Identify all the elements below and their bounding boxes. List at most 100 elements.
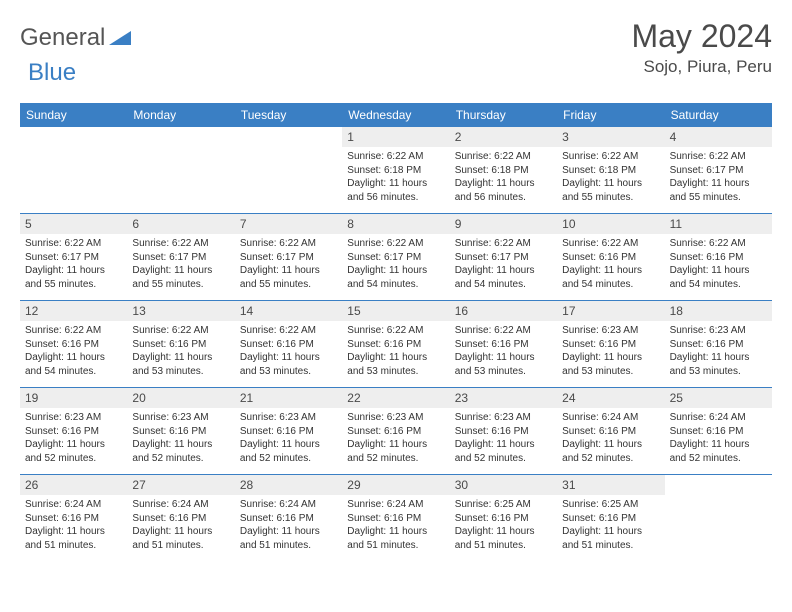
- day-details: Sunrise: 6:23 AMSunset: 6:16 PMDaylight:…: [132, 411, 229, 465]
- day-details: Sunrise: 6:22 AMSunset: 6:17 PMDaylight:…: [670, 150, 767, 204]
- day-details: Sunrise: 6:22 AMSunset: 6:17 PMDaylight:…: [455, 237, 552, 291]
- calendar-cell: 27 Sunrise: 6:24 AMSunset: 6:16 PMDayligh…: [127, 475, 234, 561]
- sunset-text: Sunset: 6:16 PM: [347, 512, 444, 526]
- daylight-text: Daylight: 11 hours and 52 minutes.: [132, 438, 229, 465]
- sunrise-text: Sunrise: 6:24 AM: [347, 498, 444, 512]
- sunrise-text: Sunrise: 6:22 AM: [562, 237, 659, 251]
- day-number: 27: [127, 475, 234, 495]
- daylight-text: Daylight: 11 hours and 52 minutes.: [562, 438, 659, 465]
- day-number: 3: [557, 127, 664, 147]
- day-details: Sunrise: 6:25 AMSunset: 6:16 PMDaylight:…: [455, 498, 552, 552]
- daylight-text: Daylight: 11 hours and 53 minutes.: [455, 351, 552, 378]
- day-details: Sunrise: 6:22 AMSunset: 6:16 PMDaylight:…: [25, 324, 122, 378]
- sunrise-text: Sunrise: 6:24 AM: [562, 411, 659, 425]
- sunrise-text: Sunrise: 6:25 AM: [562, 498, 659, 512]
- calendar-cell: 14 Sunrise: 6:22 AMSunset: 6:16 PMDayligh…: [235, 301, 342, 387]
- daylight-text: Daylight: 11 hours and 54 minutes.: [25, 351, 122, 378]
- daylight-text: Daylight: 11 hours and 51 minutes.: [240, 525, 337, 552]
- sunset-text: Sunset: 6:16 PM: [670, 338, 767, 352]
- calendar-week: 19Sunrise: 6:23 AMSunset: 6:16 PMDayligh…: [20, 388, 772, 475]
- day-number: 12: [20, 301, 127, 321]
- dow-wednesday: Wednesday: [342, 103, 449, 127]
- day-number: 26: [20, 475, 127, 495]
- day-details: Sunrise: 6:22 AMSunset: 6:17 PMDaylight:…: [132, 237, 229, 291]
- calendar-cell: 21Sunrise: 6:23 AMSunset: 6:16 PMDayligh…: [235, 388, 342, 474]
- calendar-cell: 10Sunrise: 6:22 AMSunset: 6:16 PMDayligh…: [557, 214, 664, 300]
- sunset-text: Sunset: 6:16 PM: [562, 425, 659, 439]
- sunrise-text: Sunrise: 6:24 AM: [670, 411, 767, 425]
- daylight-text: Daylight: 11 hours and 54 minutes.: [670, 264, 767, 291]
- calendar-body: 1Sunrise: 6:22 AMSunset: 6:18 PMDaylight…: [20, 127, 772, 561]
- day-details: Sunrise: 6:24 AMSunset: 6:16 PMDaylight:…: [132, 498, 229, 552]
- sunrise-text: Sunrise: 6:22 AM: [240, 324, 337, 338]
- calendar-cell: 6Sunrise: 6:22 AMSunset: 6:17 PMDaylight…: [127, 214, 234, 300]
- calendar-cell: 1Sunrise: 6:22 AMSunset: 6:18 PMDaylight…: [342, 127, 449, 213]
- day-number: 25: [665, 388, 772, 408]
- daylight-text: Daylight: 11 hours and 51 minutes.: [132, 525, 229, 552]
- sunset-text: Sunset: 6:16 PM: [25, 338, 122, 352]
- day-of-week-row: Sunday Monday Tuesday Wednesday Thursday…: [20, 103, 772, 127]
- sunrise-text: Sunrise: 6:23 AM: [670, 324, 767, 338]
- calendar-cell: 13Sunrise: 6:22 AMSunset: 6:16 PMDayligh…: [127, 301, 234, 387]
- sunrise-text: Sunrise: 6:23 AM: [132, 411, 229, 425]
- logo-triangle-icon: [109, 29, 131, 47]
- day-number: 17: [557, 301, 664, 321]
- day-details: Sunrise: 6:22 AMSunset: 6:16 PMDaylight:…: [240, 324, 337, 378]
- sunrise-text: Sunrise: 6:22 AM: [670, 237, 767, 251]
- sunset-text: Sunset: 6:18 PM: [455, 164, 552, 178]
- daylight-text: Daylight: 11 hours and 55 minutes.: [25, 264, 122, 291]
- day-details: Sunrise: 6:22 AMSunset: 6:16 PMDaylight:…: [455, 324, 552, 378]
- sunset-text: Sunset: 6:16 PM: [347, 425, 444, 439]
- day-details: Sunrise: 6:24 AMSunset: 6:16 PMDaylight:…: [240, 498, 337, 552]
- sunrise-text: Sunrise: 6:23 AM: [25, 411, 122, 425]
- day-details: Sunrise: 6:22 AMSunset: 6:18 PMDaylight:…: [562, 150, 659, 204]
- day-details: Sunrise: 6:22 AMSunset: 6:16 PMDaylight:…: [562, 237, 659, 291]
- day-details: Sunrise: 6:23 AMSunset: 6:16 PMDaylight:…: [562, 324, 659, 378]
- day-number: 28: [235, 475, 342, 495]
- dow-sunday: Sunday: [20, 103, 127, 127]
- sunset-text: Sunset: 6:16 PM: [562, 338, 659, 352]
- calendar-cell: 24Sunrise: 6:24 AMSunset: 6:16 PMDayligh…: [557, 388, 664, 474]
- sunrise-text: Sunrise: 6:25 AM: [455, 498, 552, 512]
- day-number: 5: [20, 214, 127, 234]
- day-number: 21: [235, 388, 342, 408]
- day-details: Sunrise: 6:24 AMSunset: 6:16 PMDaylight:…: [347, 498, 444, 552]
- sunset-text: Sunset: 6:16 PM: [25, 512, 122, 526]
- calendar-cell: 20 Sunrise: 6:23 AMSunset: 6:16 PMDayligh…: [127, 388, 234, 474]
- day-number: 16: [450, 301, 557, 321]
- daylight-text: Daylight: 11 hours and 54 minutes.: [562, 264, 659, 291]
- sunrise-text: Sunrise: 6:24 AM: [25, 498, 122, 512]
- calendar-cell: [20, 127, 127, 213]
- day-details: Sunrise: 6:23 AMSunset: 6:16 PMDaylight:…: [25, 411, 122, 465]
- calendar-cell: 5Sunrise: 6:22 AMSunset: 6:17 PMDaylight…: [20, 214, 127, 300]
- sunset-text: Sunset: 6:17 PM: [132, 251, 229, 265]
- day-number: 31: [557, 475, 664, 495]
- day-number: 14: [235, 301, 342, 321]
- day-details: Sunrise: 6:22 AMSunset: 6:18 PMDaylight:…: [455, 150, 552, 204]
- sunset-text: Sunset: 6:18 PM: [347, 164, 444, 178]
- daylight-text: Daylight: 11 hours and 52 minutes.: [670, 438, 767, 465]
- calendar-cell: 29Sunrise: 6:24 AMSunset: 6:16 PMDayligh…: [342, 475, 449, 561]
- daylight-text: Daylight: 11 hours and 55 minutes.: [562, 177, 659, 204]
- daylight-text: Daylight: 11 hours and 51 minutes.: [562, 525, 659, 552]
- day-number: 8: [342, 214, 449, 234]
- sunrise-text: Sunrise: 6:22 AM: [25, 324, 122, 338]
- calendar-cell: 12 Sunrise: 6:22 AMSunset: 6:16 PMDayligh…: [20, 301, 127, 387]
- calendar-cell: [235, 127, 342, 213]
- sunrise-text: Sunrise: 6:22 AM: [562, 150, 659, 164]
- sunrise-text: Sunrise: 6:22 AM: [347, 324, 444, 338]
- sunset-text: Sunset: 6:17 PM: [240, 251, 337, 265]
- calendar-cell: 18Sunrise: 6:23 AMSunset: 6:16 PMDayligh…: [665, 301, 772, 387]
- day-number: 9: [450, 214, 557, 234]
- day-details: Sunrise: 6:22 AMSunset: 6:17 PMDaylight:…: [347, 237, 444, 291]
- calendar-cell: 3 Sunrise: 6:22 AMSunset: 6:18 PMDaylight…: [557, 127, 664, 213]
- day-number: 20: [127, 388, 234, 408]
- daylight-text: Daylight: 11 hours and 53 minutes.: [240, 351, 337, 378]
- sunrise-text: Sunrise: 6:22 AM: [347, 150, 444, 164]
- calendar-cell: 4Sunrise: 6:22 AMSunset: 6:17 PMDaylight…: [665, 127, 772, 213]
- dow-saturday: Saturday: [665, 103, 772, 127]
- calendar-cell: [127, 127, 234, 213]
- day-details: Sunrise: 6:24 AMSunset: 6:16 PMDaylight:…: [562, 411, 659, 465]
- sunset-text: Sunset: 6:18 PM: [562, 164, 659, 178]
- day-number: 23: [450, 388, 557, 408]
